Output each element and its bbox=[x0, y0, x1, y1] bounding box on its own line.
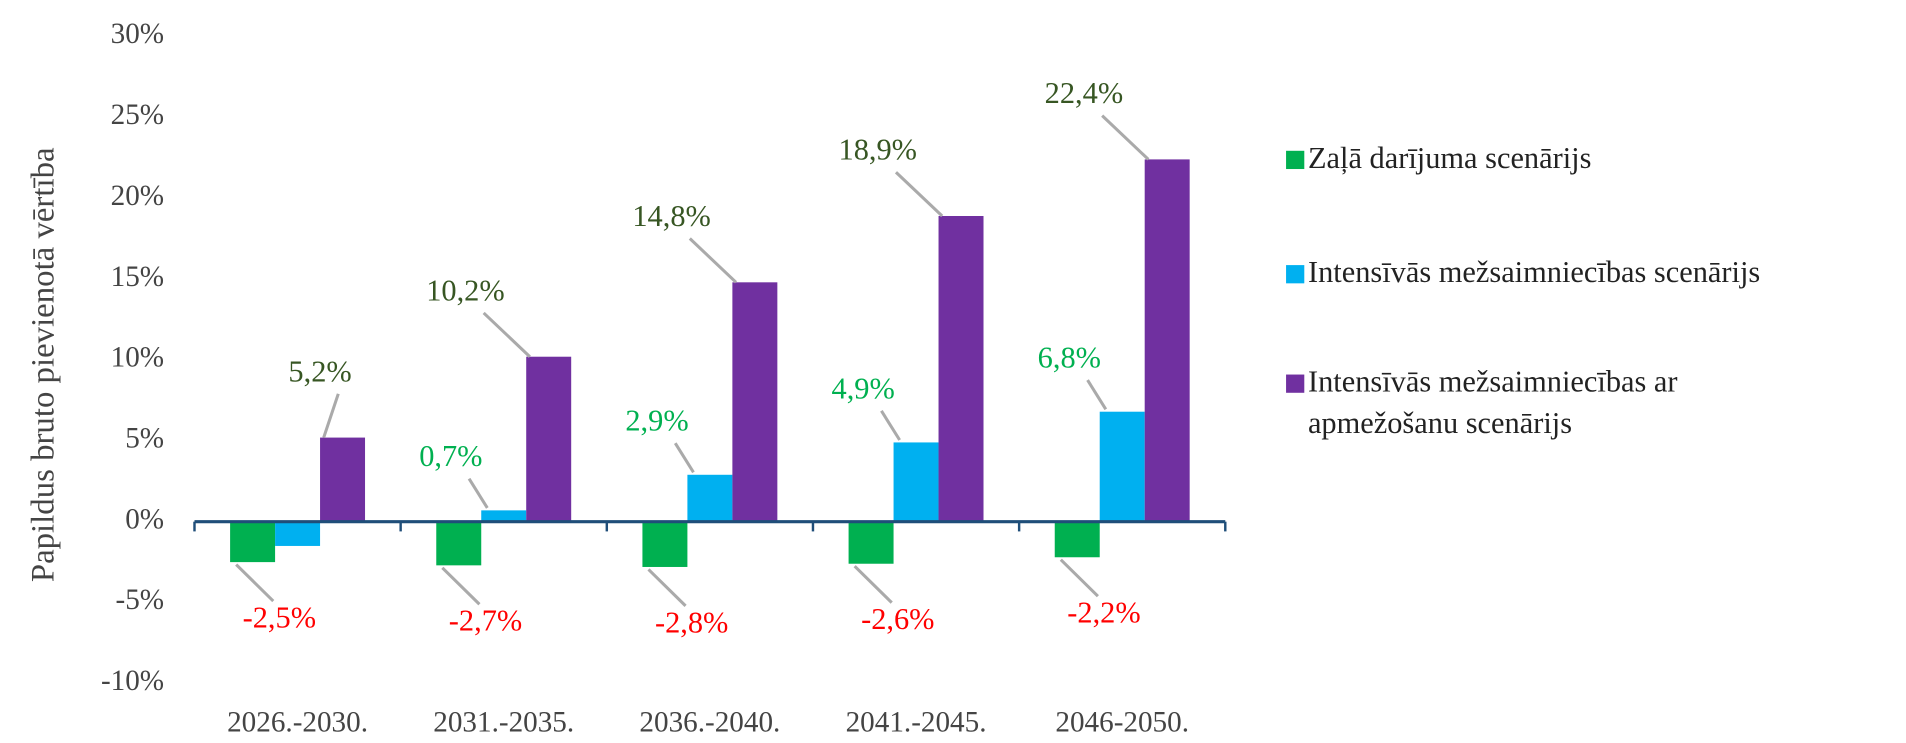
bar bbox=[848, 521, 894, 564]
bar bbox=[893, 442, 939, 522]
legend-label: Zaļā darījuma scenārijs bbox=[1307, 142, 1592, 176]
bar bbox=[687, 474, 733, 522]
leader-line bbox=[688, 237, 738, 284]
data-label: 14,8% bbox=[632, 199, 710, 233]
data-label: -2,8% bbox=[655, 605, 728, 639]
leader-line bbox=[441, 566, 481, 606]
leader-line bbox=[853, 565, 893, 604]
data-label: 18,9% bbox=[839, 133, 917, 167]
y-axis-label: Papildus bruto pievienotā vērtība bbox=[26, 147, 62, 582]
legend-swatch bbox=[1286, 150, 1305, 170]
data-label: -2,2% bbox=[1067, 596, 1140, 630]
leader-line bbox=[673, 442, 695, 474]
y-tick-label: -10% bbox=[101, 665, 164, 697]
leader-line bbox=[1059, 558, 1099, 598]
data-label: 2,9% bbox=[625, 404, 688, 438]
leader-line bbox=[235, 563, 275, 603]
bar bbox=[938, 216, 984, 522]
legend-swatch bbox=[1286, 374, 1305, 393]
x-tick-label: 2041.-2045. bbox=[846, 706, 987, 738]
y-tick-label: 0% bbox=[125, 503, 164, 535]
y-tick-label: 15% bbox=[111, 261, 164, 293]
leader-line bbox=[894, 171, 944, 218]
data-label: -2,6% bbox=[861, 602, 934, 636]
bar bbox=[230, 521, 276, 563]
legend-swatch bbox=[1286, 265, 1305, 284]
x-tick-label: 2036.-2040. bbox=[639, 706, 780, 738]
x-tick-label: 2031.-2035. bbox=[433, 706, 574, 738]
legend-entry: Intensīvās mežsaimniecības ar apmežošanu… bbox=[1307, 366, 1678, 441]
leader-line bbox=[467, 477, 489, 509]
bar bbox=[732, 282, 778, 522]
legend-label: Intensīvās mežsaimniecības ar apmežošanu… bbox=[1307, 366, 1678, 441]
y-tick-label: 30% bbox=[111, 18, 164, 50]
legend-entry: Zaļā darījuma scenārijs bbox=[1307, 142, 1592, 176]
y-tick-label: 10% bbox=[111, 342, 164, 374]
bar bbox=[642, 521, 688, 567]
bar bbox=[1054, 521, 1100, 558]
data-label: 22,4% bbox=[1045, 76, 1123, 110]
bar bbox=[526, 356, 572, 522]
bar bbox=[275, 521, 321, 546]
bar bbox=[1099, 411, 1145, 522]
leader-line bbox=[1101, 114, 1150, 161]
leader-line bbox=[482, 311, 531, 358]
data-label: 4,9% bbox=[832, 371, 895, 405]
bar bbox=[1144, 159, 1190, 522]
y-tick-label: 5% bbox=[125, 422, 164, 454]
bar bbox=[320, 437, 366, 522]
y-tick-label: -5% bbox=[116, 584, 165, 616]
data-label: -2,5% bbox=[243, 600, 316, 634]
bar bbox=[436, 521, 482, 566]
legend-label: Intensīvās mežsaimniecības scenārijs bbox=[1307, 256, 1761, 290]
data-label: 10,2% bbox=[426, 273, 504, 307]
data-label: 0,7% bbox=[419, 439, 482, 473]
bar bbox=[481, 510, 527, 522]
data-label: -2,7% bbox=[449, 604, 522, 638]
y-tick-label: 20% bbox=[111, 180, 164, 212]
y-tick-label: 25% bbox=[111, 99, 164, 131]
leader-line bbox=[647, 568, 687, 607]
x-tick-label: 2026.-2030. bbox=[227, 706, 368, 738]
leader-line bbox=[322, 393, 340, 439]
leader-line bbox=[1086, 379, 1108, 411]
data-label: 5,2% bbox=[288, 354, 351, 388]
legend-entry: Intensīvās mežsaimniecības scenārijs bbox=[1307, 256, 1761, 290]
leader-line bbox=[880, 410, 901, 441]
x-tick-label: 2046-2050. bbox=[1055, 706, 1189, 738]
data-label: 6,8% bbox=[1038, 341, 1101, 375]
